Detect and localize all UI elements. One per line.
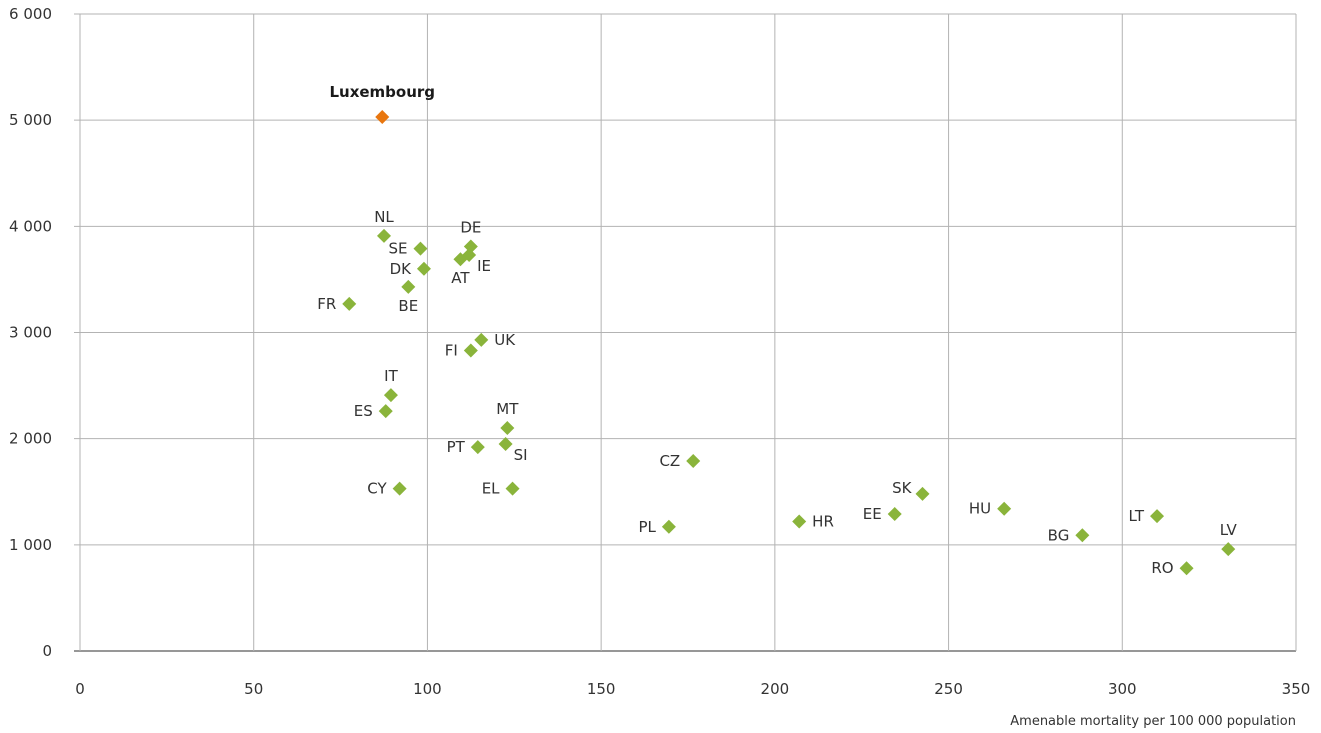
x-tick-label: 250: [934, 680, 963, 698]
x-tick-label: 0: [75, 680, 85, 698]
data-point-el: [505, 481, 520, 496]
x-tick-label: 50: [244, 680, 263, 698]
point-label-si: SI: [514, 446, 528, 464]
point-label-luxembourg: Luxembourg: [329, 83, 435, 101]
y-tick-label: 2 000: [9, 430, 52, 448]
data-point-it: [383, 388, 398, 403]
y-tick-label: 0: [42, 642, 52, 660]
point-label-bg: BG: [1048, 526, 1070, 544]
data-point-luxembourg: [375, 109, 390, 124]
x-tick-label: 150: [587, 680, 616, 698]
point-label-ie: IE: [477, 257, 491, 275]
point-label-dk: DK: [390, 260, 413, 278]
data-point-dk: [416, 261, 431, 276]
data-point-si: [498, 436, 513, 451]
data-point-se: [413, 241, 428, 256]
data-point-sk: [915, 486, 930, 501]
data-point-cz: [686, 453, 701, 468]
data-point-lt: [1150, 509, 1165, 524]
point-label-hu: HU: [969, 500, 991, 518]
point-label-ro: RO: [1151, 559, 1173, 577]
y-tick-label: 1 000: [9, 536, 52, 554]
point-label-mt: MT: [496, 400, 519, 418]
point-label-lt: LT: [1129, 507, 1145, 525]
data-point-cy: [392, 481, 407, 496]
x-tick-label: 200: [761, 680, 790, 698]
point-label-cy: CY: [367, 480, 387, 498]
point-label-pt: PT: [447, 438, 466, 456]
point-label-hr: HR: [812, 512, 834, 530]
data-point-mt: [500, 421, 515, 436]
x-tick-label: 350: [1282, 680, 1311, 698]
point-label-at: AT: [451, 269, 470, 287]
point-label-sk: SK: [892, 479, 913, 497]
point-label-it: IT: [384, 367, 398, 385]
x-axis-title: Amenable mortality per 100 000 populatio…: [1010, 714, 1296, 729]
point-label-se: SE: [388, 240, 407, 258]
point-labels: Luxembourg NL SE DE IE AT DK BE FR UK FI IT ES MT PT SI…: [317, 83, 1237, 577]
y-tick-label: 4 000: [9, 217, 52, 235]
point-label-lv: LV: [1220, 521, 1238, 539]
point-label-ee: EE: [863, 505, 882, 523]
x-tick-label: 300: [1108, 680, 1137, 698]
data-point-pt: [470, 440, 485, 455]
point-label-fr: FR: [317, 295, 336, 313]
point-label-fi: FI: [445, 342, 458, 360]
data-point-ee: [887, 507, 902, 522]
data-point-lv: [1221, 542, 1236, 557]
point-label-uk: UK: [494, 331, 516, 349]
data-point-at: [453, 252, 468, 267]
point-label-de: DE: [460, 219, 481, 237]
data-point-hr: [792, 514, 807, 529]
data-point-ro: [1179, 561, 1194, 576]
y-tick-label: 6 000: [9, 5, 52, 23]
data-point-uk: [474, 332, 489, 347]
data-point-fi: [463, 343, 478, 358]
point-label-pl: PL: [638, 518, 656, 536]
tick-labels: 0 1 000 2 000 3 000 4 000 5 000 6 000 0 50 100 150…: [9, 5, 1310, 698]
y-tick-label: 3 000: [9, 324, 52, 342]
data-point-fr: [342, 296, 357, 311]
y-tick-label: 5 000: [9, 111, 52, 129]
data-point-bg: [1075, 528, 1090, 543]
point-label-el: EL: [482, 480, 500, 498]
grid-lines: [74, 13, 1297, 652]
data-point-nl: [377, 228, 391, 243]
data-points: [342, 109, 1236, 576]
data-point-pl: [661, 519, 676, 534]
data-point-hu: [997, 501, 1012, 516]
point-label-cz: CZ: [659, 452, 680, 470]
data-point-be: [401, 279, 416, 294]
point-label-nl: NL: [374, 208, 394, 226]
point-label-es: ES: [354, 402, 373, 420]
x-tick-label: 100: [413, 680, 442, 698]
data-point-es: [378, 404, 393, 419]
point-label-be: BE: [398, 297, 418, 315]
